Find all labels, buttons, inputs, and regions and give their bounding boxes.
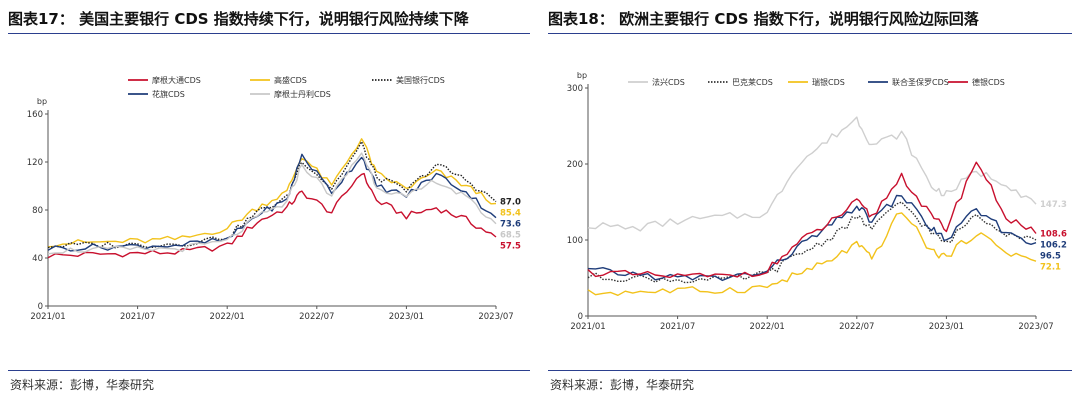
left-chart: 摩根大通CDS 高盛CDS 美国银行CDS 花旗CDS 摩根士丹利CDS bp 0 40 80 1… <box>27 75 521 322</box>
y-tick-label: 0 <box>38 302 43 312</box>
y-tick-label: 200 <box>567 160 583 170</box>
legend-label: 摩根士丹利CDS <box>274 89 331 99</box>
data-label: 85.4 <box>500 209 521 219</box>
right-title-rule <box>548 33 1072 34</box>
left-source-rule <box>8 370 530 371</box>
x-tick-label: 2021/01 <box>30 312 65 322</box>
data-label: 108.6 <box>1040 229 1067 239</box>
y-tick-label: 80 <box>32 206 43 216</box>
x-tick-label: 2023/01 <box>929 322 964 332</box>
x-tick-label: 2022/07 <box>839 322 874 332</box>
data-label: 57.5 <box>500 242 521 252</box>
right-source: 资料来源：彭博，华泰研究 <box>550 378 695 392</box>
x-tick-label: 2023/07 <box>478 312 513 322</box>
y-tick-label: 40 <box>32 254 43 264</box>
series-line <box>47 152 497 255</box>
data-label: 72.1 <box>1040 262 1061 272</box>
legend-label: 花旗CDS <box>152 89 185 99</box>
series-line <box>587 212 1037 296</box>
left-panel: 图表17： 美国主要银行 CDS 指数持续下行，说明银行风险持续下降 摩根大通C… <box>8 0 530 407</box>
legend-label: 巴克莱CDS <box>732 77 773 87</box>
left-title-rule <box>8 33 530 34</box>
legend-label: 瑞银CDS <box>812 77 845 87</box>
x-tick-label: 2023/01 <box>389 312 424 322</box>
y-axis-label: bp <box>37 97 47 106</box>
x-tick-label: 2022/01 <box>210 312 245 322</box>
series-line <box>587 161 1037 279</box>
x-tick-label: 2022/07 <box>299 312 334 322</box>
series-line <box>47 153 497 252</box>
data-label: 68.5 <box>500 231 521 241</box>
right-source-rule <box>548 370 1072 371</box>
x-tick-label: 2021/01 <box>570 322 605 332</box>
right-panel: 图表18： 欧洲主要银行 CDS 指数下行，说明银行风险边际回落 法兴CDS 巴克… <box>548 0 1072 407</box>
x-tick-label: 2023/07 <box>1018 322 1053 332</box>
y-tick-label: 100 <box>567 236 583 246</box>
x-tick-label: 2021/07 <box>660 322 695 332</box>
legend-label: 美国银行CDS <box>396 75 445 85</box>
data-label: 106.2 <box>1040 240 1067 250</box>
left-source: 资料来源：彭博，华泰研究 <box>10 378 155 392</box>
legend-label: 联合圣保罗CDS <box>892 77 949 87</box>
x-tick-label: 2022/01 <box>750 322 785 332</box>
data-label: 87.0 <box>500 198 521 208</box>
series-line <box>587 194 1037 282</box>
x-tick-label: 2021/07 <box>120 312 155 322</box>
y-tick-label: 300 <box>567 84 583 94</box>
y-tick-label: 160 <box>27 110 43 120</box>
legend-label: 德银CDS <box>972 77 1005 87</box>
left-chart-title: 图表17： 美国主要银行 CDS 指数持续下行，说明银行风险持续下降 <box>8 10 469 28</box>
y-axis-label: bp <box>577 71 587 80</box>
data-label: 73.6 <box>500 220 521 230</box>
legend-label: 法兴CDS <box>652 77 685 87</box>
series-line <box>47 172 497 259</box>
right-chart-title: 图表18： 欧洲主要银行 CDS 指数下行，说明银行风险边际回落 <box>548 10 979 28</box>
data-label: 147.3 <box>1040 200 1067 210</box>
series-line <box>587 116 1037 232</box>
right-chart: 法兴CDS 巴克莱CDS 瑞银CDS 联合圣保罗CDS 德银CDS bp 0 100 200 30… <box>567 71 1067 332</box>
series-line <box>47 138 497 248</box>
legend-label: 摩根大通CDS <box>152 75 201 85</box>
legend-label: 高盛CDS <box>274 75 307 85</box>
y-tick-label: 0 <box>578 312 583 322</box>
data-label: 96.5 <box>1040 251 1061 261</box>
y-tick-label: 120 <box>27 158 43 168</box>
series-line <box>47 140 497 249</box>
